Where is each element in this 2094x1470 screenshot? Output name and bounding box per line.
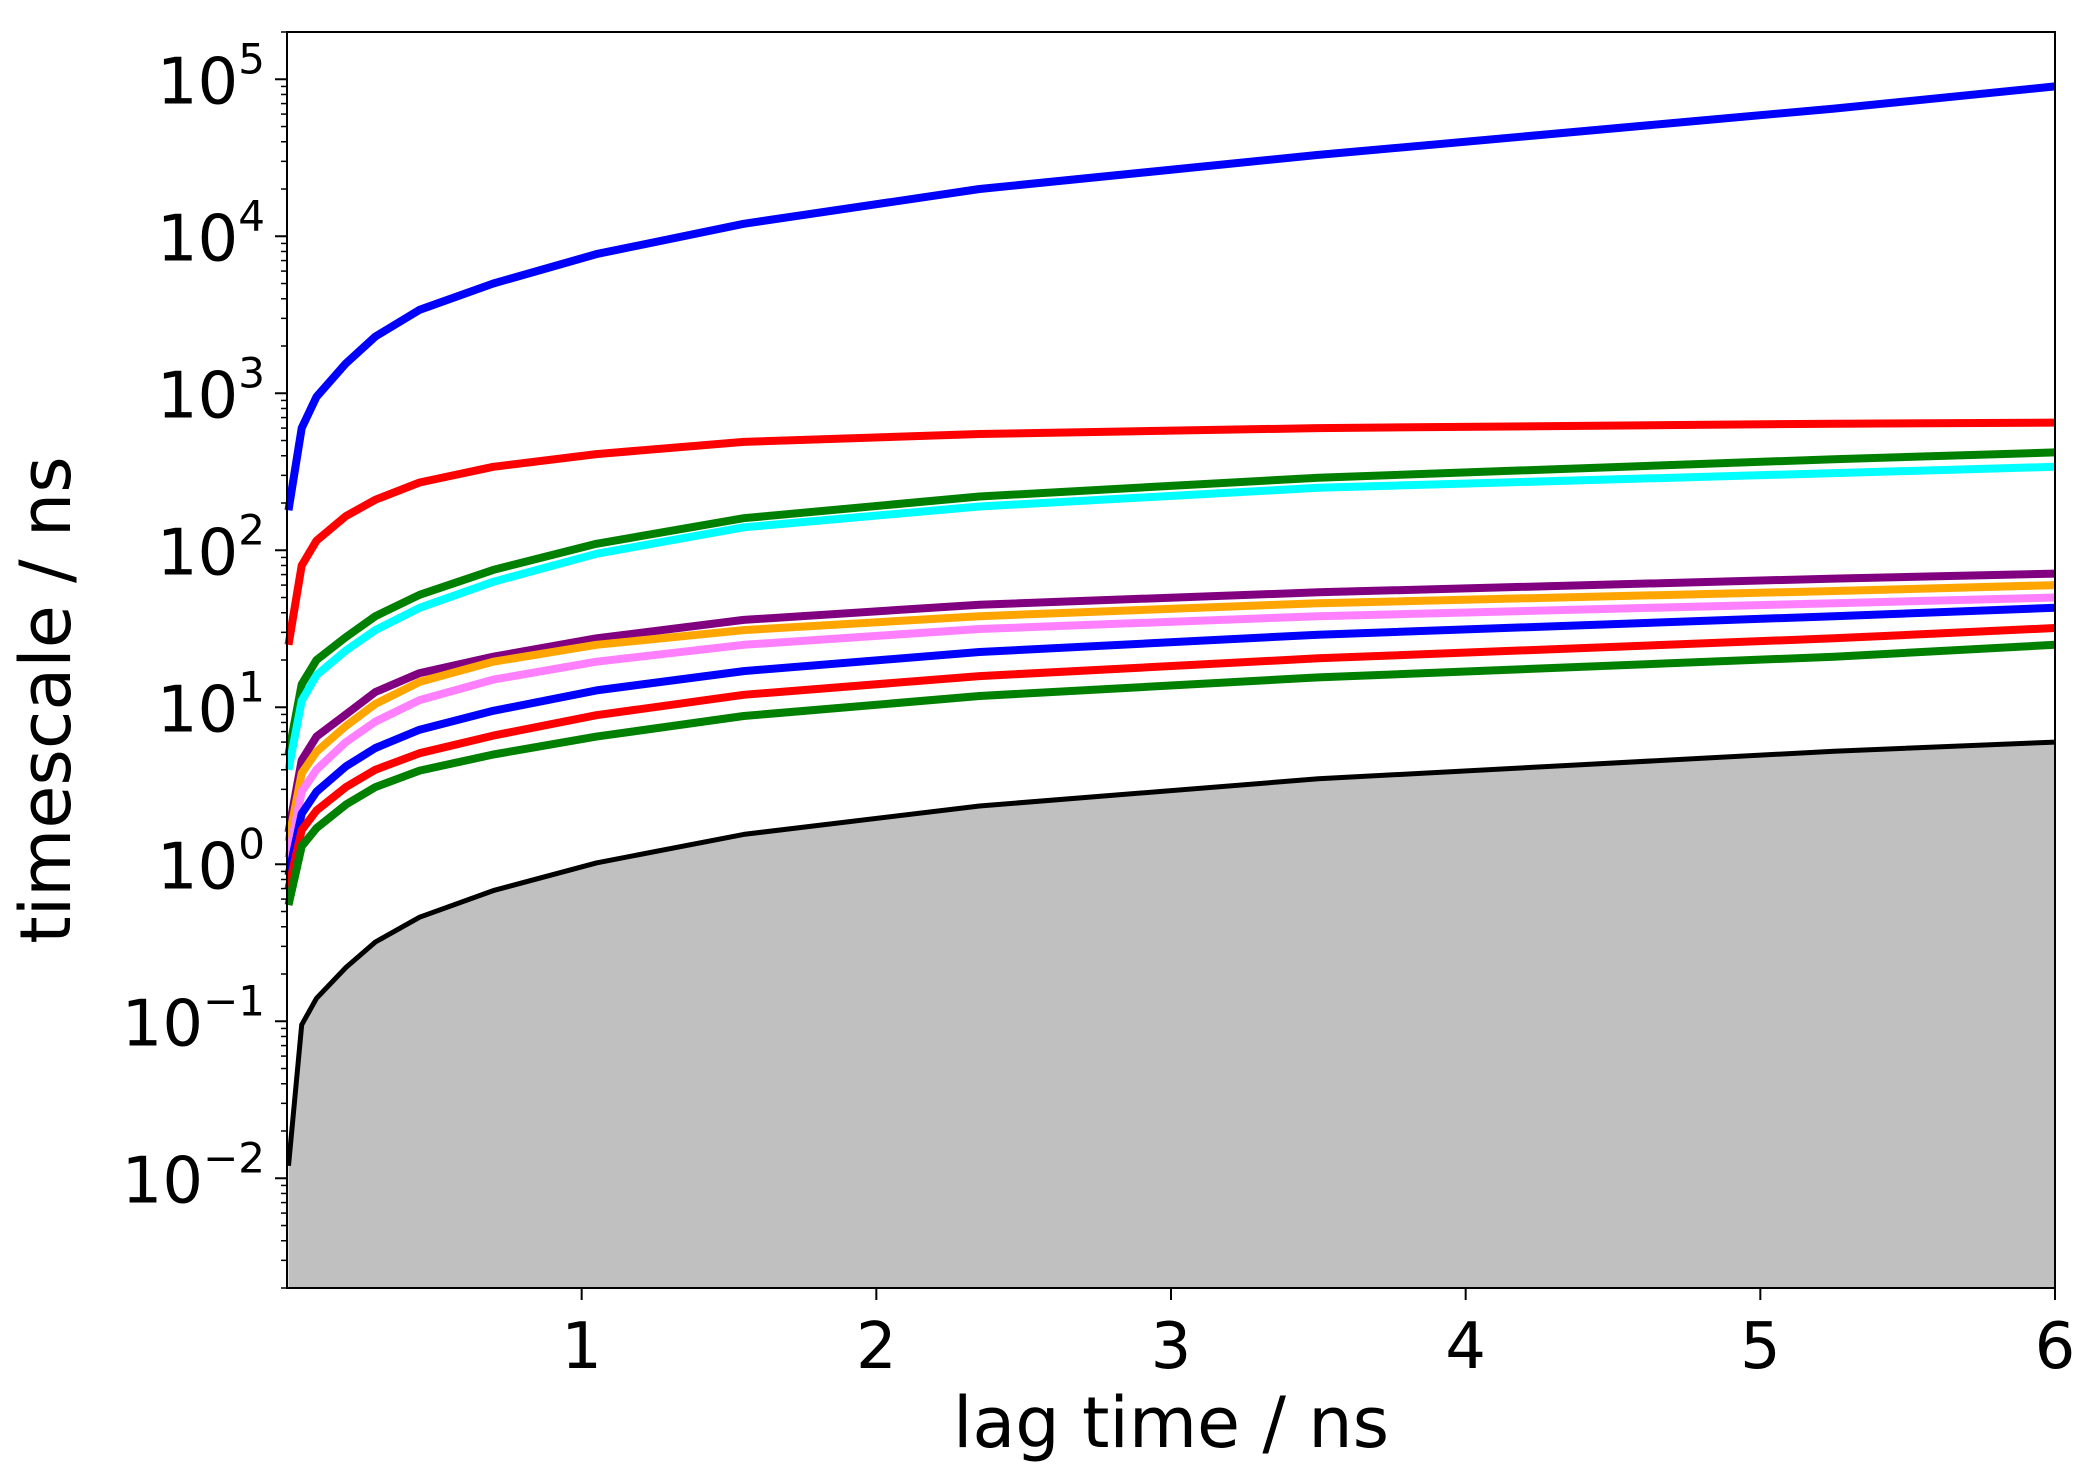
series-line-7 [284, 593, 2056, 859]
shaded-area [288, 742, 2055, 1288]
y-tick-label: 101 [157, 662, 265, 747]
x-tick-label: 5 [1740, 1310, 1781, 1384]
y-axis-label: timescale / ns [5, 456, 87, 943]
x-axis-label: lag time / ns [953, 1382, 1389, 1464]
x-tick-label: 3 [1151, 1310, 1192, 1384]
ticks-layer: 1 2 3 4 5 6 10−2 10−1 100 101 102 103 104 105 [122, 31, 2076, 1384]
series-line-3 [284, 448, 2056, 756]
x-tick-label: 1 [561, 1310, 602, 1384]
series-line-2 [284, 418, 2056, 646]
series-line-5 [284, 569, 2056, 833]
y-tick-label: 103 [157, 348, 265, 433]
series-line-9 [284, 624, 2056, 890]
y-tick-label: 102 [157, 505, 265, 590]
shaded-area-layer [288, 742, 2055, 1288]
y-tick-label: 100 [157, 819, 265, 904]
series-line-11 [286, 739, 2056, 1167]
series-lines-layer [284, 82, 2056, 1167]
y-tick-label: 10−1 [122, 976, 265, 1061]
y-tick-label: 105 [157, 34, 265, 119]
series-line-10 [284, 640, 2056, 906]
series-line-8 [284, 603, 2056, 877]
series-line-4 [284, 462, 2056, 771]
x-tick-label: 2 [856, 1310, 897, 1384]
y-tick-label: 10−2 [122, 1133, 265, 1218]
x-tick-label: 6 [2035, 1310, 2076, 1384]
y-tick-label: 104 [157, 191, 265, 276]
x-tick-label: 4 [1445, 1310, 1486, 1384]
series-line-6 [284, 581, 2056, 843]
series-line-1 [284, 82, 2056, 511]
